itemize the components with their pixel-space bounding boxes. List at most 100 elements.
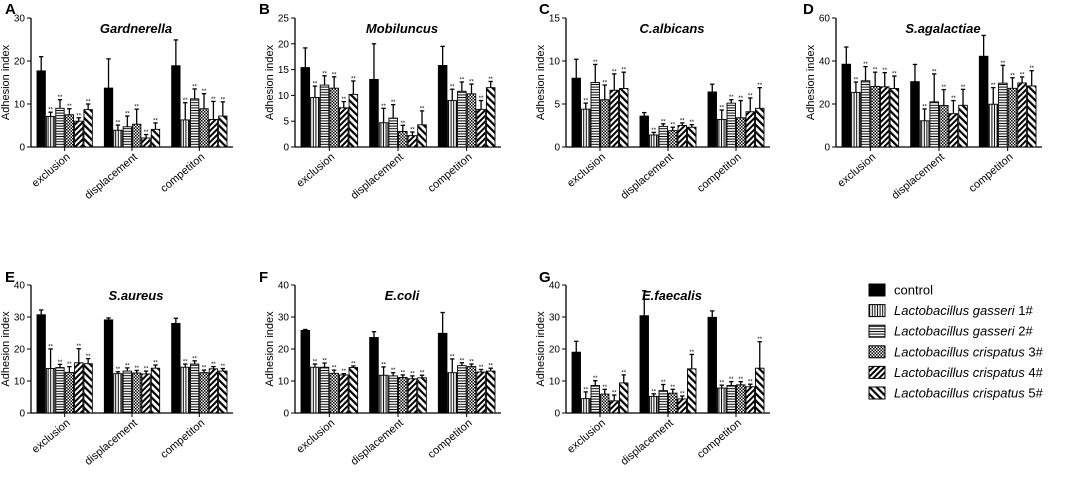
bar — [466, 366, 477, 414]
x-tick-label: exclusion — [30, 151, 73, 190]
legend-species: Lactobacillus gasseri — [894, 324, 1016, 339]
bar — [649, 134, 659, 148]
bar — [348, 93, 359, 148]
bar — [658, 390, 668, 414]
bar — [55, 107, 65, 148]
bar — [879, 86, 890, 148]
significance-label: ** — [680, 392, 685, 398]
y-tick-label: 0 — [554, 143, 560, 154]
bar — [476, 108, 486, 148]
y-tick-label: 10 — [278, 377, 290, 388]
bar — [1026, 85, 1037, 148]
bar — [36, 70, 46, 148]
significance-label: ** — [922, 104, 927, 110]
legend-label: Lactobacillus gasseri 1# — [894, 303, 1034, 318]
significance-label: ** — [116, 121, 121, 127]
y-tick-label: 5 — [554, 100, 560, 111]
significance-label: ** — [400, 121, 405, 127]
y-tick-label: 30 — [278, 313, 290, 324]
significance-label: ** — [689, 120, 694, 126]
significance-label: ** — [719, 381, 724, 387]
significance-label: ** — [341, 97, 346, 103]
significance-label: ** — [991, 83, 996, 89]
significance-label: ** — [593, 60, 598, 66]
significance-label: ** — [144, 367, 149, 373]
bar — [485, 87, 496, 148]
bar — [300, 67, 311, 148]
bar — [103, 87, 114, 148]
x-tick-label: competiton — [158, 417, 207, 461]
x-tick-label: exclusion — [294, 151, 337, 190]
y-tick-label: 20 — [819, 100, 831, 111]
significance-label: ** — [211, 362, 216, 368]
significance-label: ** — [322, 359, 327, 365]
bar — [755, 107, 765, 148]
bar — [860, 80, 871, 148]
bar — [150, 367, 161, 414]
bar — [658, 125, 668, 148]
significance-label: ** — [729, 377, 734, 383]
significance-label: ** — [1020, 72, 1025, 78]
x-tick-label: exclusion — [565, 417, 608, 456]
bar — [998, 82, 1008, 148]
bar — [437, 332, 448, 414]
panels-layer: A Gardnerella Adhesion index 0 10 20 30 exclusi… — [0, 1, 1042, 468]
bar — [348, 367, 359, 414]
bar — [889, 88, 900, 148]
bar — [736, 384, 746, 414]
bar — [485, 370, 496, 414]
chart-title: Mobiluncus — [366, 21, 438, 36]
significance-label: ** — [873, 68, 878, 74]
bar — [132, 123, 142, 148]
significance-label: ** — [651, 128, 656, 134]
bar — [113, 129, 123, 148]
significance-label: ** — [351, 76, 356, 82]
significance-label: ** — [854, 78, 859, 84]
significance-label: ** — [612, 69, 617, 75]
panel-g: G E.faecalis Adhesion index 0 10 20 30 40 exclus… — [535, 269, 770, 468]
legend-swatch — [868, 304, 886, 318]
significance-label: ** — [651, 389, 656, 395]
y-axis-label: Adhesion index — [264, 311, 276, 387]
significance-label: ** — [450, 85, 455, 91]
bar — [64, 114, 75, 148]
bar — [639, 315, 649, 414]
bar — [929, 101, 939, 148]
significance-label: ** — [583, 387, 588, 393]
legend-strain: 3# — [1025, 344, 1044, 359]
y-tick-label: 10 — [14, 377, 26, 388]
significance-label: ** — [67, 104, 72, 110]
y-tick-label: 20 — [14, 57, 26, 68]
bar — [338, 107, 349, 148]
bar — [677, 125, 687, 148]
bar — [417, 124, 427, 148]
x-tick-label: competiton — [967, 151, 1016, 195]
significance-label: ** — [211, 97, 216, 103]
significance-label: ** — [863, 62, 868, 68]
significance-label: ** — [332, 366, 337, 372]
y-tick-label: 10 — [14, 100, 26, 111]
significance-label: ** — [1029, 66, 1034, 72]
panel-letter: A — [5, 1, 16, 18]
bar — [677, 398, 687, 414]
bar — [939, 105, 949, 148]
significance-label: ** — [400, 370, 405, 376]
significance-label: ** — [460, 358, 465, 364]
x-tick-label: competiton — [695, 417, 744, 461]
bar — [841, 63, 852, 148]
x-tick-label: displacement — [890, 151, 947, 202]
legend-item: Lactobacillus crispatus 5# — [868, 386, 1044, 401]
significance-label: ** — [420, 371, 425, 377]
x-tick-label: displacement — [619, 417, 676, 468]
bar — [388, 117, 398, 148]
bar — [668, 130, 678, 148]
bar — [103, 319, 114, 414]
bar — [329, 87, 339, 148]
bar — [378, 374, 389, 414]
significance-label: ** — [1010, 73, 1015, 79]
panel-b: B Mobiluncus Adhesion index 0 5 10 15 20 25 exclu… — [259, 1, 501, 202]
significance-label: ** — [322, 71, 327, 77]
legend-item: Lactobacillus gasseri 2# — [868, 324, 1034, 339]
y-tick-label: 60 — [819, 14, 831, 25]
